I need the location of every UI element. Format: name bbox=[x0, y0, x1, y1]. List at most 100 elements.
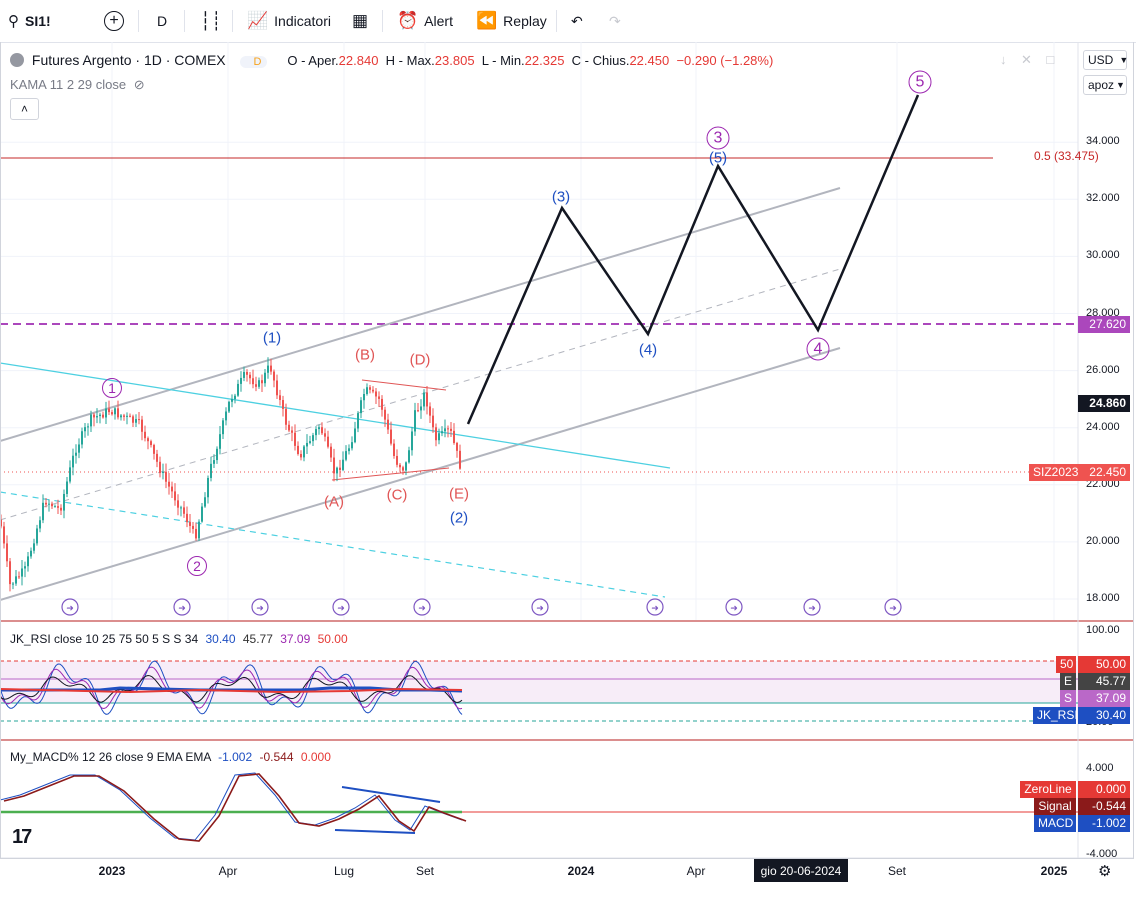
interval-button[interactable]: D bbox=[157, 0, 167, 42]
kama-legend[interactable]: KAMA 11 2 29 close ⊘ bbox=[10, 77, 145, 93]
event-marker bbox=[803, 598, 821, 616]
currency-select[interactable]: USD ▼ bbox=[1083, 50, 1128, 70]
candle-body bbox=[120, 415, 122, 418]
pane-controls[interactable]: ↓ ✕ □ bbox=[1000, 52, 1054, 68]
wave-label-red: (E) bbox=[449, 485, 469, 503]
close-icon[interactable]: ✕ bbox=[1020, 52, 1032, 67]
candle-body bbox=[396, 455, 398, 465]
candle-body bbox=[360, 400, 362, 414]
macd-tag-macd-value: -1.002 bbox=[1078, 815, 1130, 832]
triangle-lower bbox=[331, 467, 450, 481]
candle-body bbox=[267, 365, 269, 373]
rsi-scale-top: 100.00 bbox=[1086, 624, 1120, 636]
triangle-upper bbox=[361, 379, 447, 391]
candle-body bbox=[300, 453, 302, 458]
candle-body bbox=[9, 561, 11, 585]
candle-body bbox=[228, 401, 230, 412]
candle-body bbox=[111, 412, 113, 415]
candle-body bbox=[183, 507, 185, 514]
candle-body bbox=[450, 428, 452, 431]
signal-line bbox=[3, 773, 467, 842]
macd-legend: My_MACD% 12 26 close 9 EMA EMA -1.002 -0… bbox=[10, 750, 331, 764]
candle-body bbox=[18, 576, 20, 578]
chart-type-button[interactable]: ┆┊ bbox=[200, 0, 222, 42]
eye-hidden-icon[interactable]: ⊘ bbox=[133, 77, 145, 92]
candle-body bbox=[39, 520, 41, 529]
compare-button[interactable]: + bbox=[104, 0, 124, 42]
replay-button[interactable]: ⏪ Replay bbox=[476, 0, 547, 42]
candle-body bbox=[90, 414, 92, 427]
candle-body bbox=[423, 392, 425, 407]
alert-button[interactable]: ⏰ Alert bbox=[397, 0, 453, 42]
scale-mode-select[interactable]: apoz ▼ bbox=[1083, 75, 1127, 95]
arrow-down-icon[interactable]: ↓ bbox=[1000, 52, 1007, 67]
candle-body bbox=[375, 391, 377, 397]
candle-body bbox=[48, 503, 50, 505]
level-24860-tag: 24.860 bbox=[1078, 395, 1130, 412]
candle-body bbox=[249, 374, 251, 379]
wave-label-purple: 3 bbox=[706, 126, 730, 150]
wave-label-red: (B) bbox=[355, 346, 375, 364]
high-value: 23.805 bbox=[434, 53, 475, 68]
candle-body bbox=[321, 427, 323, 434]
maximize-icon[interactable]: □ bbox=[1046, 52, 1055, 67]
wave-label-purple: 2 bbox=[187, 556, 207, 576]
candle-body bbox=[243, 371, 245, 378]
candle-body bbox=[201, 506, 203, 522]
price-tick: 32.000 bbox=[1086, 192, 1120, 205]
layout-button[interactable]: ▦ bbox=[352, 0, 368, 42]
rsi-tag-e-value: 45.77 bbox=[1078, 673, 1130, 690]
candle-body bbox=[105, 408, 107, 418]
redo-button[interactable]: ↷ bbox=[609, 0, 621, 42]
rsi-tag-50-value: 50.00 bbox=[1078, 656, 1130, 673]
candle-body bbox=[309, 441, 311, 443]
event-marker bbox=[725, 598, 743, 616]
candle-body bbox=[405, 462, 407, 471]
candles-icon: ┆┊ bbox=[200, 10, 222, 31]
candle-body bbox=[306, 442, 308, 447]
candle-body bbox=[345, 451, 347, 460]
scale-mode-label: apoz bbox=[1088, 78, 1115, 92]
candle-body bbox=[54, 506, 56, 508]
candle-body bbox=[384, 409, 386, 420]
fib-label: 0.5 (33.475) bbox=[1034, 149, 1099, 163]
candle-body bbox=[435, 427, 437, 441]
candle-body bbox=[372, 389, 374, 392]
candle-body bbox=[258, 380, 260, 387]
candle-body bbox=[297, 445, 299, 454]
current-symbol-tag: SIZ2023 bbox=[1029, 464, 1080, 481]
candle-body bbox=[369, 387, 371, 390]
rsi-value-2: 45.77 bbox=[242, 632, 273, 646]
price-tick: 26.000 bbox=[1086, 363, 1120, 376]
indicators-button[interactable]: 📈 Indicatori bbox=[247, 0, 331, 42]
settings-gear-icon[interactable]: ⚙ bbox=[1098, 863, 1112, 880]
low-value: 22.325 bbox=[524, 53, 565, 68]
macd-tag-zero: ZeroLine bbox=[1020, 781, 1076, 798]
event-marker-arrow: ➜ bbox=[337, 604, 345, 614]
candle-body bbox=[129, 415, 131, 417]
candle-body bbox=[153, 445, 155, 454]
candle-body bbox=[312, 435, 314, 442]
candle-body bbox=[327, 436, 329, 447]
undo-button[interactable]: ↶ bbox=[571, 0, 583, 42]
candle-body bbox=[273, 371, 275, 381]
rsi-tag-e: E bbox=[1060, 673, 1076, 690]
change-value: −0.290 (−1.28%) bbox=[676, 53, 774, 68]
undo-icon: ↶ bbox=[571, 12, 583, 29]
chevron-up-icon: ˄ bbox=[20, 102, 28, 116]
wave-label-red: (A) bbox=[324, 493, 344, 511]
candle-body bbox=[339, 467, 341, 470]
symbol-search[interactable]: ⚲ SI1! bbox=[8, 0, 51, 42]
open-label: O - Aper. bbox=[287, 53, 339, 68]
macd-tag-signal: Signal bbox=[1034, 798, 1076, 815]
candle-body bbox=[426, 392, 428, 407]
candle-body bbox=[198, 521, 200, 539]
candle-body bbox=[318, 427, 320, 430]
candle-body bbox=[315, 429, 317, 436]
candle-body bbox=[255, 384, 257, 387]
rsi-line-e bbox=[0, 674, 463, 703]
collapse-legend-button[interactable]: ˄ bbox=[10, 98, 39, 120]
candle-body bbox=[234, 395, 236, 400]
candle-body bbox=[279, 395, 281, 401]
